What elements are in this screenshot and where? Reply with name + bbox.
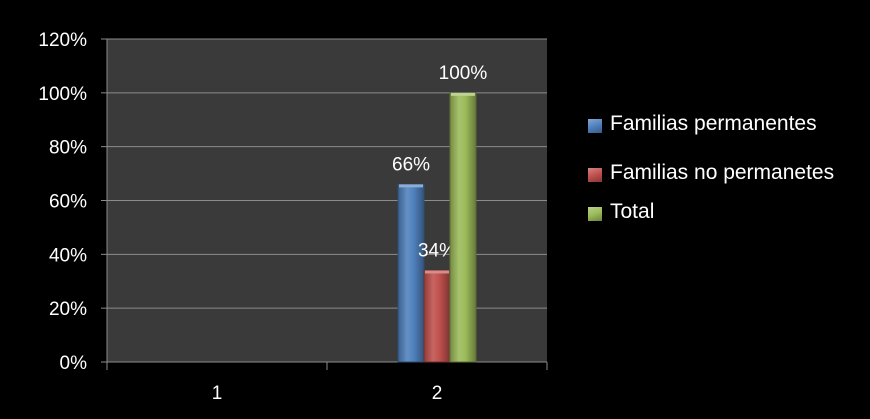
legend: Familias permanentes Familias no permane… [588,108,863,245]
legend-label-familias-permanentes: Familias permanentes [610,112,817,135]
x-tick-label: 1 [212,383,223,404]
data-label: 34% [418,240,456,261]
bar-top-2-1 [450,92,475,96]
legend-swatch-familias-permanentes [588,119,602,133]
data-label: 66% [392,154,430,175]
y-tick-label: 0% [60,353,88,374]
y-tick-label: 80% [49,138,87,159]
y-tick-label: 40% [49,245,87,266]
legend-item-familias-no-permanetes: Familias no permanetes [588,157,863,188]
legend-swatch-familias-no-permanetes [588,168,602,182]
y-tick-label: 100% [38,84,87,105]
bar-top-1-1 [425,270,449,274]
x-tick-label: 2 [432,383,443,404]
y-tick-label: 20% [49,299,87,320]
legend-label-total: Total [610,200,655,223]
data-label: 100% [439,63,488,84]
bar-2-1 [449,92,477,363]
bar-top-0-1 [399,184,424,188]
y-tick-label: 60% [49,192,87,213]
bar-0-1 [397,183,425,363]
bar-1-1 [423,269,451,363]
legend-item-familias-permanentes: Familias permanentes [588,108,863,139]
y-tick-label: 120% [38,30,87,51]
legend-label-familias-no-permanetes: Familias no permanetes [610,161,835,184]
legend-item-total: Total [588,196,863,227]
legend-swatch-total [588,207,602,221]
